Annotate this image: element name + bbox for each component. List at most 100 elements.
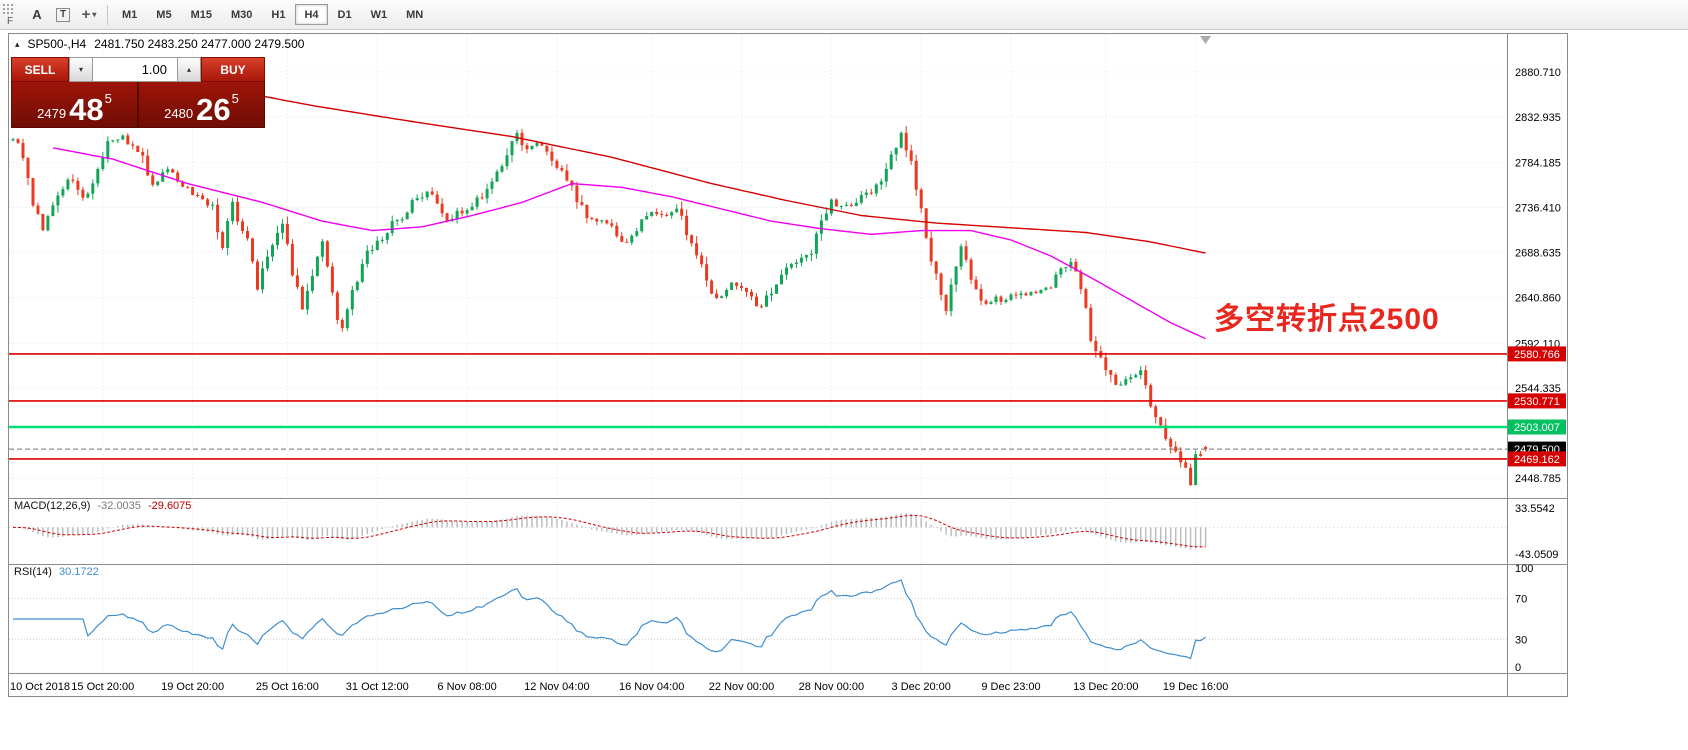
time-axis: 10 Oct 2018 15 Oct 20:00 19 Oct 20:00 25 Oc… (10, 681, 1228, 693)
time-axis-label: 22 Nov 00:00 (709, 681, 774, 693)
time-axis-label: 3 Dec 20:00 (892, 681, 951, 693)
timeframe-button-mn[interactable]: MN (397, 4, 432, 25)
time-axis-label: 13 Dec 20:00 (1073, 681, 1138, 693)
rsi-axis-label: 100 (1515, 563, 1533, 575)
sell-price-display[interactable]: 2479 48 5 (11, 82, 138, 128)
time-axis-label: 9 Dec 23:00 (981, 681, 1040, 693)
timeframe-button-m1[interactable]: M1 (113, 4, 146, 25)
time-axis-label: 15 Oct 20:00 (71, 681, 134, 693)
buy-price-fraction: 5 (231, 91, 239, 106)
ohlc-values: 2481.750 2483.250 2477.000 2479.500 (94, 37, 305, 51)
symbol-info: ▴ SP500-,H4 2481.750 2483.250 2477.000 2… (15, 37, 304, 51)
timeframe-button-m30[interactable]: M30 (222, 4, 261, 25)
volume-decrease-button[interactable]: ▾ (69, 57, 93, 82)
time-axis-label: 19 Oct 20:00 (161, 681, 224, 693)
text-tool-icon: T (55, 7, 71, 22)
rsi-axis-label: 70 (1515, 594, 1527, 606)
time-axis-label: 10 Oct 2018 (10, 681, 70, 693)
toolbar-separator (107, 4, 108, 25)
chevron-down-icon: ▾ (78, 65, 83, 74)
time-axis-label: 12 Nov 04:00 (524, 681, 589, 693)
macd-signal-value: -29.6075 (147, 500, 192, 512)
price-axis-label: 2736.410 (1515, 203, 1561, 215)
candlesticks (11, 126, 1208, 486)
timeframe-button-w1[interactable]: W1 (362, 4, 397, 25)
svg-text:2503.007: 2503.007 (1514, 422, 1560, 434)
timeframe-button-h4[interactable]: H4 (295, 4, 328, 25)
trade-prices-row: 2479 48 5 2480 26 5 (11, 82, 265, 128)
chart-canvas[interactable]: 2880.710 2832.935 2784.185 2736.410 2688.635… (9, 34, 1567, 696)
price-axis-label: 2448.785 (1515, 473, 1561, 485)
rsi-axis-label: 30 (1515, 634, 1527, 646)
price-tag: 2469.162 (1508, 451, 1566, 467)
buy-button[interactable]: BUY (201, 57, 265, 82)
rsi-axis-label: 0 (1515, 662, 1521, 674)
svg-text:2530.771: 2530.771 (1514, 396, 1560, 408)
panel-separators[interactable] (9, 34, 1567, 696)
timeframe-group: M1 M5 M15 M30 H1 H4 D1 W1 MN (113, 4, 432, 25)
ma-fast-magenta-line (52, 147, 1206, 340)
chevron-up-icon: ▴ (186, 65, 191, 74)
price-axis-label: 2688.635 (1515, 248, 1561, 260)
price-axis-label: 2784.185 (1515, 158, 1561, 170)
timeframe-button-h1[interactable]: H1 (262, 4, 294, 25)
price-level-lines[interactable] (9, 353, 1507, 460)
text-tool-button[interactable]: T (50, 4, 76, 26)
grid (9, 34, 1507, 673)
rsi-name: RSI(14) (14, 566, 52, 578)
time-axis-label: 31 Oct 12:00 (346, 681, 409, 693)
time-axis-label: 19 Dec 16:00 (1163, 681, 1228, 693)
macd-name: MACD(12,26,9) (14, 500, 91, 512)
price-tag: 2530.771 (1508, 393, 1566, 409)
price-axis-label: 2544.335 (1515, 383, 1561, 395)
crosshair-tool-button[interactable]: + ▾ (76, 4, 102, 26)
timeframe-button-m15[interactable]: M15 (182, 4, 221, 25)
macd-main-value: -32.0035 (97, 500, 141, 512)
chart-window: 2880.710 2832.935 2784.185 2736.410 2688.635… (8, 33, 1568, 697)
one-click-trading-panel: SELL ▾ ▴ BUY 2479 48 5 2480 26 5 (11, 57, 265, 128)
timeframe-button-m5[interactable]: M5 (147, 4, 180, 25)
price-axis: 2880.710 2832.935 2784.185 2736.410 2688.635… (1515, 67, 1561, 674)
price-tag: 2503.007 (1508, 419, 1566, 435)
time-axis-label: 16 Nov 04:00 (619, 681, 684, 693)
rsi-label: RSI(14) 30.1722 (14, 566, 99, 578)
crosshair-icon: + (81, 6, 91, 23)
app-logo: F (7, 16, 14, 27)
rsi-panel (9, 579, 1507, 660)
chart-annotation: 多空转折点2500 (1214, 303, 1440, 336)
chevron-down-icon: ▾ (92, 10, 97, 19)
buy-price-main: 2480 (164, 106, 194, 121)
ma-slow-red-line (212, 86, 1206, 254)
font-tool-button[interactable]: A (24, 4, 50, 26)
price-tag: 2580.766 (1508, 346, 1566, 362)
toolbar-drag-handle[interactable] (2, 3, 13, 16)
sell-button[interactable]: SELL (11, 57, 69, 82)
sell-price-main: 2479 (37, 106, 67, 121)
macd-label: MACD(12,26,9) -32.0035 -29.6075 (14, 500, 191, 512)
macd-axis-min: -43.0509 (1515, 549, 1558, 561)
svg-text:2469.162: 2469.162 (1514, 454, 1560, 466)
time-axis-label: 6 Nov 08:00 (437, 681, 496, 693)
buy-price-display[interactable]: 2480 26 5 (138, 82, 265, 128)
time-axis-label: 28 Nov 00:00 (799, 681, 864, 693)
rsi-line (13, 579, 1206, 660)
timeframe-button-d1[interactable]: D1 (329, 4, 361, 25)
macd-signal-line (13, 514, 1206, 548)
price-axis-label: 2640.860 (1515, 293, 1561, 305)
trade-controls-row: SELL ▾ ▴ BUY (11, 57, 265, 82)
top-toolbar: F A T + ▾ M1 M5 M15 M30 H1 H4 D1 W1 MN (0, 0, 1688, 30)
chart-shift-marker (1200, 36, 1211, 44)
symbol-period-label: SP500-,H4 (27, 37, 87, 51)
volume-input[interactable] (93, 57, 177, 82)
time-axis-label: 25 Oct 16:00 (256, 681, 319, 693)
sell-price-fraction: 5 (104, 91, 112, 106)
price-axis-label: 2880.710 (1515, 67, 1561, 79)
macd-panel (9, 513, 1507, 550)
price-axis-label: 2832.935 (1515, 112, 1561, 124)
svg-text:2580.766: 2580.766 (1514, 349, 1560, 361)
volume-increase-button[interactable]: ▴ (177, 57, 201, 82)
rsi-value: 30.1722 (58, 566, 99, 578)
macd-axis-max: 33.5542 (1515, 503, 1555, 515)
